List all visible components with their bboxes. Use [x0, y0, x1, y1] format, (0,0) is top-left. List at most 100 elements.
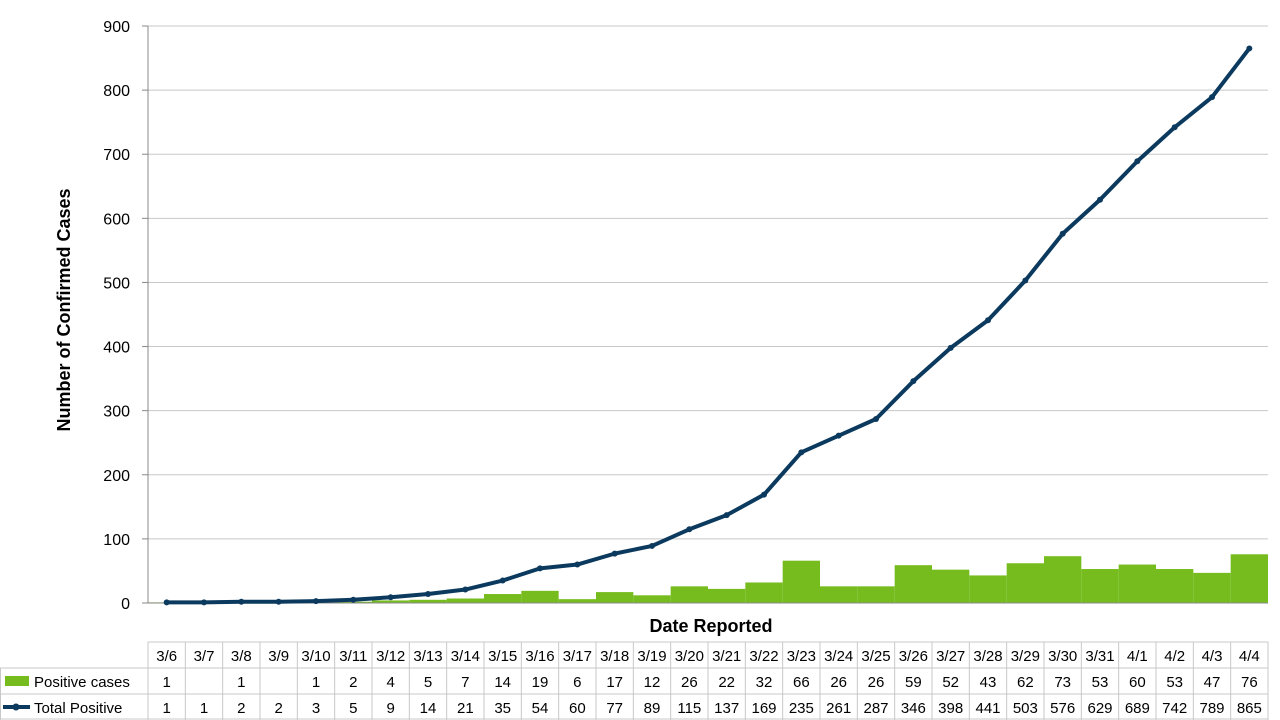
table-cell-total: 21 [457, 700, 474, 717]
table-cell-positive: 76 [1241, 674, 1258, 691]
table-cell-total: 77 [606, 700, 623, 717]
table-cell-total: 9 [386, 700, 394, 717]
table-cell-total: 441 [975, 700, 1000, 717]
line-point [537, 565, 543, 572]
table-cell-positive: 19 [532, 674, 549, 691]
bar [446, 598, 484, 603]
table-cell-total: 3 [312, 700, 320, 717]
bar [1081, 569, 1119, 603]
x-tick-label: 3/24 [824, 648, 853, 665]
line-point [835, 432, 842, 439]
line-point [910, 378, 917, 385]
bar [820, 586, 858, 603]
x-tick-label: 4/1 [1127, 648, 1148, 665]
x-tick-label: 3/22 [749, 648, 778, 665]
bar [1044, 556, 1082, 603]
table-cell-total: 137 [714, 700, 739, 717]
x-tick-label: 3/7 [194, 648, 215, 665]
y-tick-label: 700 [103, 147, 130, 164]
table-cell-total: 789 [1199, 700, 1224, 717]
bar [670, 586, 708, 603]
x-tick-label: 3/18 [600, 648, 629, 665]
table-cell-positive: 43 [980, 674, 997, 691]
line-point [947, 344, 954, 351]
x-tick-label: 3/29 [1011, 648, 1040, 665]
table-cell-positive: 22 [718, 674, 735, 691]
table-cell-positive: 1 [162, 674, 170, 691]
x-tick-label: 3/30 [1048, 648, 1077, 665]
table-cell-total: 1 [162, 700, 170, 717]
line-point [649, 542, 655, 549]
table-cell-positive: 66 [793, 674, 810, 691]
table-cell-positive: 14 [494, 674, 511, 691]
bar [484, 594, 522, 603]
table-cell-total: 261 [826, 700, 851, 717]
x-axis-title: Date Reported [649, 616, 772, 636]
line-point [462, 586, 469, 593]
x-tick-label: 3/31 [1085, 648, 1114, 665]
table-cell-total: 629 [1087, 700, 1112, 717]
line-point [313, 598, 319, 605]
bar [372, 600, 410, 603]
x-tick-label: 3/17 [563, 648, 592, 665]
x-tick-label: 4/2 [1164, 648, 1185, 665]
line-point [873, 416, 879, 423]
bar [596, 592, 634, 603]
table-cell-positive: 4 [386, 674, 394, 691]
line-point [985, 317, 991, 324]
table-cell-total: 2 [274, 700, 282, 717]
gridlines [148, 25, 1268, 540]
table-cell-total: 5 [349, 700, 357, 717]
bar [969, 575, 1007, 603]
table-cell-total: 2 [237, 700, 245, 717]
y-axis: 0 100 200 300 400 500 600 700 800 900 [103, 19, 1268, 613]
x-tick-label: 3/19 [637, 648, 666, 665]
line-point [761, 491, 767, 498]
y-axis-title: Number of Confirmed Cases [54, 188, 74, 431]
bar [558, 599, 596, 603]
line-point [1097, 196, 1103, 203]
line-point [686, 526, 693, 533]
x-tick-label: 3/26 [899, 648, 928, 665]
y-tick-label: 900 [103, 19, 130, 36]
line-point [1059, 230, 1066, 237]
table-cell-total: 115 [677, 700, 701, 717]
legend-key-total-positive-marker [12, 703, 20, 711]
line-total-positive [163, 45, 1253, 606]
line-point [1134, 158, 1141, 165]
table-cell-total: 60 [569, 700, 586, 717]
x-tick-label: 3/16 [525, 648, 554, 665]
line-point [238, 598, 245, 605]
x-tick-label: 3/27 [936, 648, 965, 665]
table-cell-total: 54 [532, 700, 549, 717]
table-cell-positive: 73 [1054, 674, 1071, 691]
line-point [425, 591, 431, 598]
table-cell-total: 14 [420, 700, 437, 717]
line-point [163, 599, 170, 606]
bar [745, 582, 783, 603]
legend-label-total-positive: Total Positive [34, 700, 122, 717]
x-tick-label: 3/20 [675, 648, 704, 665]
table-cell-total: 576 [1050, 700, 1075, 717]
table-cell-positive: 1 [312, 674, 320, 691]
table-cell-positive: 7 [461, 674, 469, 691]
legend-label-positive-cases: Positive cases [34, 674, 130, 691]
table-cell-positive: 32 [756, 674, 773, 691]
x-tick-label: 3/13 [413, 648, 442, 665]
table-cell-positive: 5 [424, 674, 432, 691]
y-tick-label: 0 [121, 596, 130, 613]
bar [1230, 554, 1268, 603]
line-point [723, 512, 730, 519]
bar [782, 560, 820, 603]
bar [857, 586, 895, 603]
line-point [499, 577, 506, 584]
line-point [1209, 94, 1215, 101]
bar [1193, 572, 1231, 603]
table-cell-total: 169 [751, 700, 776, 717]
table-cell-total: 346 [901, 700, 926, 717]
table-cell-total: 35 [494, 700, 511, 717]
table-cell-total: 235 [789, 700, 814, 717]
x-tick-label: 3/28 [973, 648, 1002, 665]
bar [1118, 564, 1156, 603]
